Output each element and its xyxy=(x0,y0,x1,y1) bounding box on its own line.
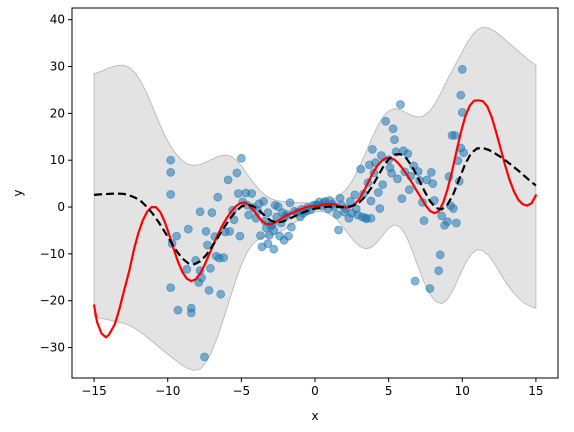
y-tick-label: −10 xyxy=(40,247,65,261)
data-point xyxy=(263,208,273,218)
y-axis-ticks: −30 −20 −10 0 10 20 30 40 xyxy=(40,13,72,355)
data-point xyxy=(390,135,399,145)
prediction-line xyxy=(94,146,537,266)
data-point xyxy=(410,276,420,286)
data-point xyxy=(203,240,212,250)
data-point xyxy=(232,168,242,178)
data-point xyxy=(225,226,235,236)
data-point xyxy=(256,231,265,241)
data-point xyxy=(381,116,391,126)
data-point xyxy=(201,226,211,236)
data-point xyxy=(366,213,376,223)
y-tick-label: 0 xyxy=(57,200,65,214)
data-point xyxy=(378,180,388,190)
data-point xyxy=(403,149,413,159)
data-point xyxy=(437,211,447,221)
data-point xyxy=(387,168,397,178)
data-point xyxy=(395,100,405,109)
data-point xyxy=(219,253,229,263)
data-point xyxy=(443,217,452,227)
uncertainty-band xyxy=(93,26,537,371)
data-point xyxy=(350,190,360,200)
data-point xyxy=(459,148,469,158)
data-point xyxy=(166,167,176,177)
data-point xyxy=(173,305,183,315)
data-point xyxy=(207,208,217,218)
data-point xyxy=(247,189,257,198)
data-point xyxy=(426,167,436,177)
x-tick-label: 5 xyxy=(385,384,393,398)
data-point xyxy=(204,285,214,295)
data-point xyxy=(332,210,342,219)
y-tick-label: 40 xyxy=(50,13,65,27)
data-point xyxy=(428,179,438,189)
data-point xyxy=(205,263,215,273)
data-point xyxy=(216,289,226,299)
x-tick-label: −5 xyxy=(233,384,251,398)
data-point xyxy=(435,250,445,260)
data-point xyxy=(404,185,414,195)
data-point xyxy=(397,194,407,204)
data-point xyxy=(233,189,243,198)
data-point xyxy=(183,224,193,234)
x-tick-label: 0 xyxy=(311,384,319,398)
data-point xyxy=(334,225,344,235)
x-tick-label: 10 xyxy=(455,384,470,398)
data-point xyxy=(419,216,429,226)
y-tick-label: 10 xyxy=(50,153,65,167)
data-point xyxy=(366,196,376,206)
data-point xyxy=(244,210,254,220)
data-point xyxy=(195,207,205,217)
data-point xyxy=(186,308,196,318)
data-point xyxy=(450,130,460,140)
data-point xyxy=(166,189,176,199)
data-point xyxy=(284,231,293,241)
data-point xyxy=(448,204,458,213)
data-point xyxy=(434,266,444,276)
x-tick-label: 15 xyxy=(528,384,543,398)
y-tick-label: −20 xyxy=(40,294,65,308)
x-axis-label: x xyxy=(311,409,318,423)
data-point xyxy=(235,231,245,241)
data-point xyxy=(166,155,176,165)
data-point xyxy=(286,222,296,232)
data-point xyxy=(425,284,435,293)
data-point xyxy=(166,283,176,293)
data-point xyxy=(375,204,385,213)
data-point xyxy=(451,218,461,228)
data-point xyxy=(263,239,273,249)
data-point xyxy=(388,124,398,134)
data-point xyxy=(223,175,233,185)
y-axis-label: y xyxy=(11,189,25,196)
curves xyxy=(92,99,538,339)
y-tick-label: 20 xyxy=(50,106,65,120)
data-point xyxy=(373,188,383,197)
data-point xyxy=(393,174,402,184)
x-tick-label: −15 xyxy=(81,384,106,398)
data-point xyxy=(356,164,366,174)
data-point xyxy=(273,202,283,212)
true-function-line xyxy=(92,99,538,339)
data-point xyxy=(269,226,279,235)
data-point xyxy=(236,153,246,163)
x-axis-ticks: −15 −10 −5 0 5 10 15 xyxy=(81,378,544,398)
data-point xyxy=(376,151,386,160)
x-tick-label: −10 xyxy=(155,384,180,398)
data-point xyxy=(285,198,295,208)
y-tick-label: 30 xyxy=(50,60,65,74)
data-point xyxy=(259,196,268,206)
data-point xyxy=(269,244,279,254)
confidence-band xyxy=(93,26,537,371)
data-point xyxy=(367,144,377,154)
data-point xyxy=(172,231,182,241)
data-point xyxy=(213,192,223,202)
y-tick-label: −30 xyxy=(40,341,65,355)
data-point xyxy=(182,264,192,274)
data-point xyxy=(456,90,466,100)
data-point xyxy=(457,65,467,74)
data-point xyxy=(200,352,209,362)
